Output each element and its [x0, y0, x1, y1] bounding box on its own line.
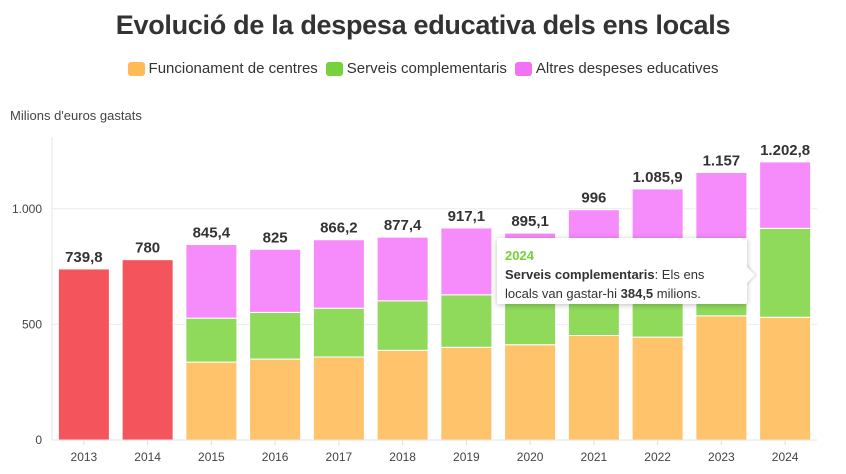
total-label: 1.202,8 — [760, 142, 810, 159]
x-tick-label: 2015 — [198, 450, 225, 464]
bar-segment[interactable] — [759, 316, 812, 441]
bar-segment[interactable] — [185, 317, 238, 363]
legend-label: Altres despeses educatives — [535, 60, 719, 77]
legend-label: Funcionament de centres — [148, 60, 318, 77]
bar-segment[interactable] — [567, 334, 620, 441]
bar-segment[interactable] — [440, 294, 493, 348]
total-label: 739,8 — [65, 249, 103, 266]
legend-item-altres[interactable]: Altres despeses educatives — [514, 60, 719, 77]
bar-segment[interactable] — [376, 236, 429, 302]
bar-segment[interactable] — [504, 344, 557, 441]
y-tick-label: 1.000 — [12, 202, 42, 216]
tooltip-arrow — [745, 265, 755, 285]
tooltip-year: 2024 — [505, 248, 534, 263]
bar-segment[interactable] — [376, 300, 429, 351]
x-tick-label: 2017 — [326, 450, 353, 464]
bar-segment[interactable] — [249, 358, 302, 441]
legend-item-funcionament[interactable]: Funcionament de centres — [127, 60, 318, 77]
bar-segment[interactable] — [121, 259, 174, 441]
tooltip-text-after: milions. — [653, 286, 701, 301]
x-tick-label: 2024 — [772, 450, 799, 464]
tooltip-body: Serveis complementaris: Els ens locals v… — [505, 265, 739, 303]
bar-segment[interactable] — [312, 356, 365, 441]
y-tick-label: 0 — [35, 433, 42, 447]
x-tick-label: 2018 — [389, 450, 416, 464]
tooltip-text: : Els ens locals van gastar-hi — [505, 267, 705, 301]
y-axis-label: Milions d'euros gastats — [10, 108, 142, 123]
total-label: 917,1 — [448, 208, 486, 225]
legend-item-serveis[interactable]: Serveis complementaris — [325, 60, 507, 77]
tooltip-value: 384,5 — [620, 286, 654, 301]
total-label: 996 — [581, 190, 606, 207]
y-tick-label: 500 — [22, 317, 42, 331]
tooltip: 2024 Serveis complementaris: Els ens loc… — [497, 238, 747, 304]
total-label: 825 — [263, 229, 288, 246]
bar-segment[interactable] — [185, 361, 238, 441]
bar-segment[interactable] — [695, 315, 748, 441]
x-tick-label: 2022 — [644, 450, 671, 464]
chart-title: Evolució de la despesa educativa dels en… — [115, 10, 731, 40]
legend-swatch-funcionament — [127, 61, 145, 76]
total-label: 780 — [135, 240, 160, 257]
bar-segment[interactable] — [440, 227, 493, 296]
total-label: 895,1 — [511, 213, 549, 230]
x-tick-label: 2020 — [517, 450, 544, 464]
bar-segment[interactable] — [312, 239, 365, 309]
x-tick-label: 2019 — [453, 450, 480, 464]
total-label: 1.085,9 — [633, 169, 683, 186]
x-tick-label: 2021 — [581, 450, 608, 464]
x-tick-label: 2016 — [262, 450, 289, 464]
total-label: 877,4 — [384, 217, 422, 234]
total-label: 845,4 — [193, 225, 231, 242]
bar-segment[interactable] — [249, 311, 302, 360]
bar-segment[interactable] — [57, 268, 110, 441]
bar-segment[interactable] — [440, 346, 493, 441]
bar-segment[interactable] — [185, 244, 238, 319]
bar-segment[interactable] — [376, 349, 429, 441]
legend-swatch-altres — [514, 61, 532, 76]
total-label: 1.157 — [703, 153, 741, 170]
x-tick-label: 2023 — [708, 450, 735, 464]
total-label: 866,2 — [320, 220, 358, 237]
legend: Funcionament de centres Serveis compleme… — [0, 60, 846, 77]
x-tick-label: 2014 — [134, 450, 161, 464]
x-tick-label: 2013 — [71, 450, 98, 464]
legend-label: Serveis complementaris — [346, 60, 507, 77]
bar-segment[interactable] — [759, 227, 812, 318]
bar-segment[interactable] — [631, 336, 684, 441]
bar-segment[interactable] — [759, 161, 812, 229]
bar-segment[interactable] — [312, 307, 365, 358]
legend-swatch-serveis — [325, 61, 343, 76]
tooltip-series: Serveis complementaris — [505, 267, 655, 282]
bar-segment[interactable] — [249, 248, 302, 313]
